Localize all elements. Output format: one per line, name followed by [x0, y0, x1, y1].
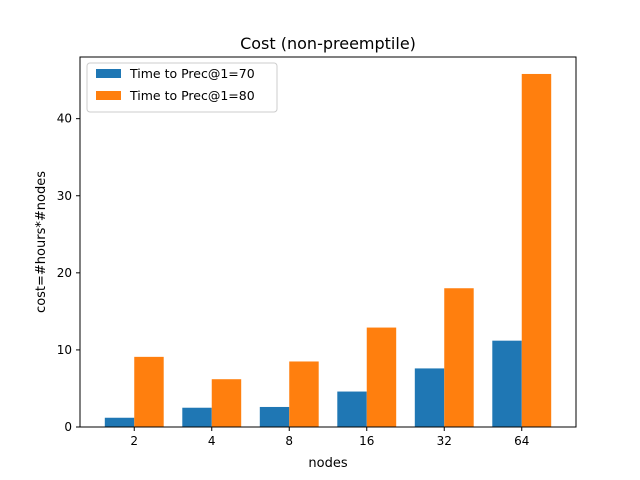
- x-tick-label: 32: [437, 434, 452, 448]
- legend: Time to Prec@1=70 Time to Prec@1=80: [86, 62, 278, 113]
- x-tick-label: 2: [130, 434, 138, 448]
- bar-1-32: [414, 368, 445, 427]
- legend-label: Time to Prec@1=70: [129, 66, 255, 81]
- bar-2-2: [134, 356, 164, 427]
- x-tick-label: 64: [514, 434, 529, 448]
- legend-swatch: [96, 69, 121, 78]
- x-tick-label: 4: [208, 434, 216, 448]
- bar-2-64: [521, 73, 552, 427]
- bar-2-16: [366, 327, 397, 427]
- x-axis-label: nodes: [308, 456, 347, 471]
- legend-swatch: [96, 91, 121, 100]
- y-tick-label: 40: [57, 112, 72, 126]
- bars-layer: [104, 73, 552, 427]
- bar-1-8: [259, 406, 290, 427]
- bar-1-4: [182, 407, 212, 427]
- y-tick-label: 30: [57, 189, 72, 203]
- bar-1-16: [337, 391, 367, 427]
- y-axis-label: cost=#hours*#nodes: [34, 171, 49, 313]
- y-tick-label: 0: [64, 420, 72, 434]
- y-axis-ticks: 0 10 20 30 40: [57, 112, 80, 434]
- x-axis-ticks: 2 4 8 16 32 64: [130, 427, 529, 448]
- x-tick-label: 16: [359, 434, 374, 448]
- y-tick-label: 10: [57, 343, 72, 357]
- y-tick-label: 20: [57, 266, 72, 280]
- bar-2-4: [211, 379, 242, 427]
- bar-2-8: [289, 361, 319, 427]
- bar-2-32: [444, 288, 474, 427]
- bar-1-64: [492, 340, 522, 427]
- chart-title: Cost (non-preemptile): [240, 34, 416, 53]
- bar-1-2: [104, 417, 135, 427]
- x-tick-label: 8: [285, 434, 293, 448]
- plot-frame: [79, 56, 577, 428]
- legend-box: [86, 62, 278, 113]
- legend-label: Time to Prec@1=80: [129, 88, 255, 103]
